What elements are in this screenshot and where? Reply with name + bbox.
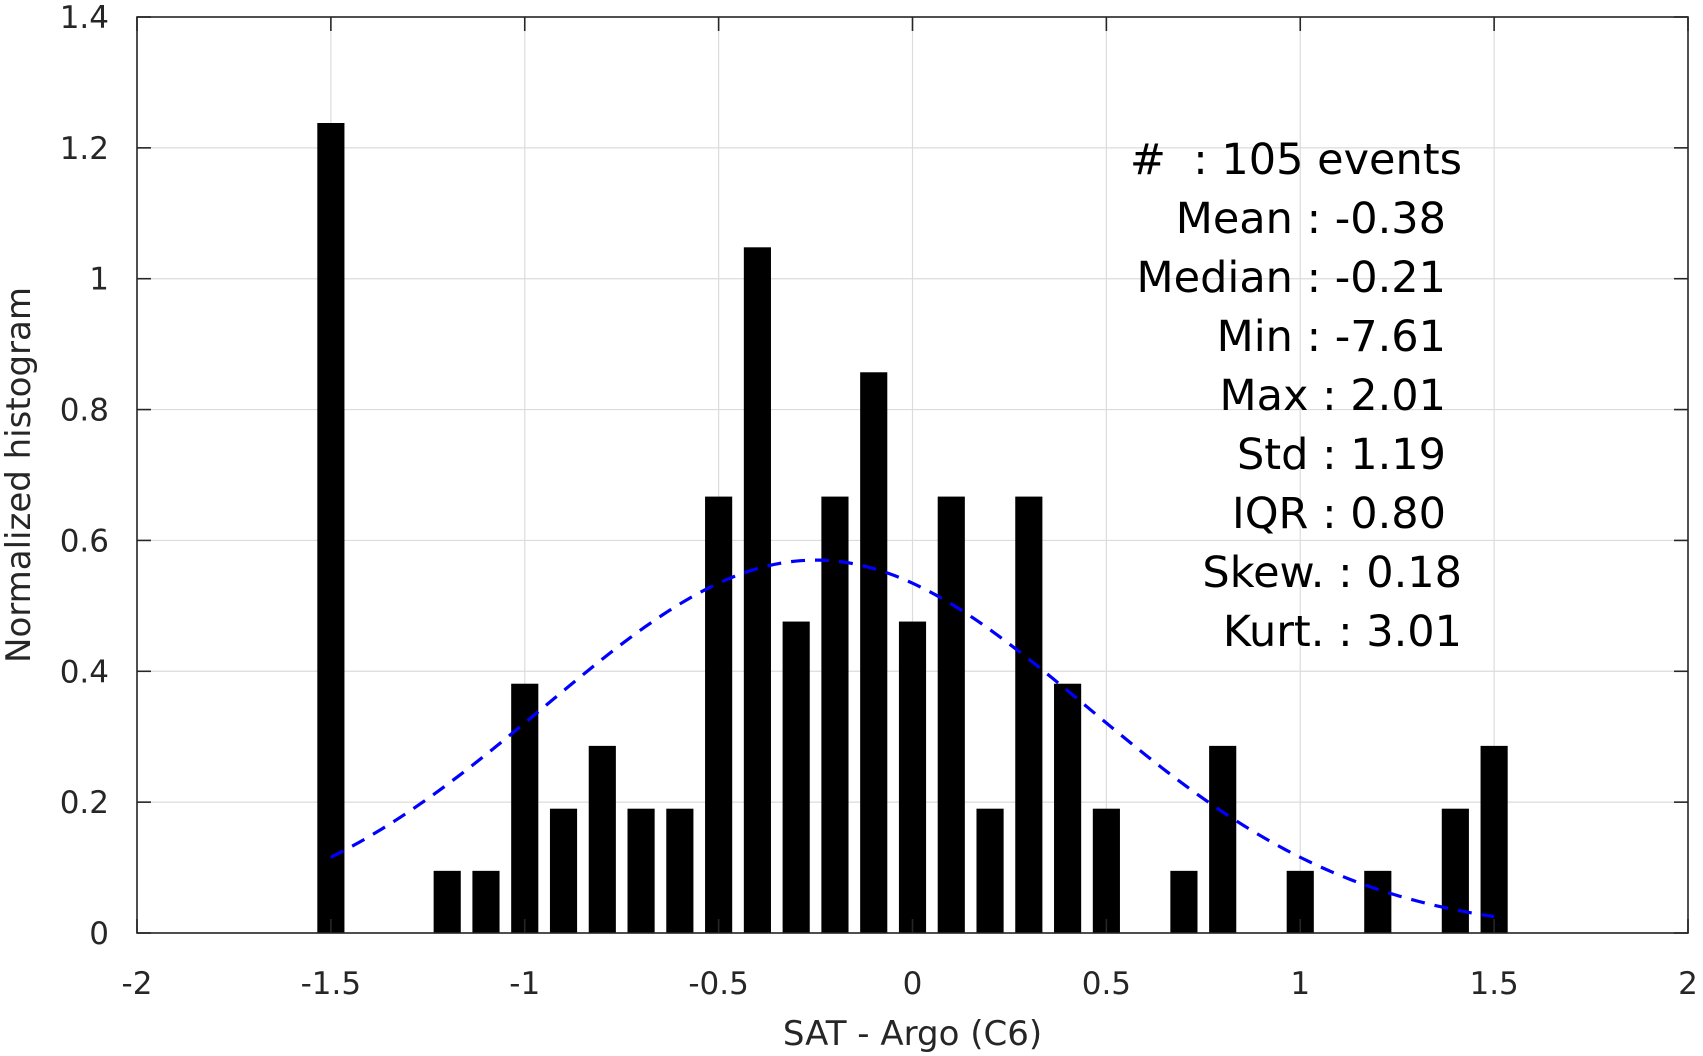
stats-line-5: Std : 1.19 — [1237, 430, 1446, 480]
histogram-bar-4 — [549, 808, 578, 933]
y-tick-label-6: 1.2 — [60, 131, 109, 167]
x-tick-label-1: -1.5 — [301, 966, 362, 1002]
statistics-annotation: # : 105 events Mean : -0.38 Median : -0.21… — [1130, 135, 1462, 657]
histogram-bar-7 — [666, 808, 694, 933]
histogram-bar-8 — [705, 496, 733, 933]
y-tick-label-5: 1 — [89, 262, 109, 298]
stats-line-3: Min : -7.61 — [1217, 312, 1446, 362]
x-tick-label-3: -0.5 — [688, 966, 749, 1002]
stats-line-8: Kurt. : 3.01 — [1223, 607, 1462, 657]
y-tick-label-2: 0.4 — [60, 654, 109, 690]
y-tick-label-1: 0.2 — [60, 785, 109, 821]
histogram-bar-18 — [1092, 808, 1120, 933]
histogram-bar-22 — [1364, 870, 1392, 933]
stats-line-7: Skew. : 0.18 — [1202, 548, 1462, 598]
histogram-bar-0 — [317, 122, 345, 934]
x-tick-label-5: 0.5 — [1082, 966, 1131, 1002]
histogram-bar-10 — [782, 621, 810, 933]
stats-line-2: Median : -0.21 — [1137, 253, 1446, 303]
histogram-bar-24 — [1480, 745, 1508, 933]
histogram-bar-11 — [821, 496, 849, 933]
x-tick-label-6: 1 — [1290, 966, 1310, 1002]
histogram-bar-23 — [1441, 808, 1469, 933]
stats-line-4: Max : 2.01 — [1220, 371, 1446, 421]
histogram-bar-19 — [1170, 870, 1198, 933]
y-tick-label-4: 0.8 — [60, 393, 109, 429]
y-axis-label: Normalized histogram — [0, 287, 39, 663]
histogram-bar-17 — [1054, 683, 1082, 933]
y-tick-label-3: 0.6 — [60, 523, 109, 559]
histogram-bars — [317, 122, 1508, 934]
x-tick-label-7: 1.5 — [1469, 966, 1518, 1002]
normal-fit-curve — [330, 558, 1495, 919]
histogram-bar-2 — [472, 870, 500, 933]
stats-line-1: Mean : -0.38 — [1176, 194, 1446, 244]
x-tick-label-8: 2 — [1678, 966, 1698, 1002]
histogram-bar-13 — [898, 621, 927, 933]
stats-line-0: # : 105 events — [1130, 135, 1462, 185]
y-tick-label-0: 0 — [89, 916, 109, 952]
histogram-bar-3 — [511, 683, 539, 933]
histogram-bar-1 — [433, 870, 461, 933]
histogram-bar-5 — [588, 745, 616, 933]
x-tick-label-0: -2 — [122, 966, 153, 1002]
histogram-bar-9 — [743, 247, 771, 933]
x-axis-label: SAT - Argo (C6) — [783, 1014, 1042, 1054]
histogram-bar-16 — [1015, 496, 1043, 933]
x-tick-label-2: -1 — [509, 966, 540, 1002]
x-tick-label-4: 0 — [903, 966, 923, 1002]
axis-ticks — [136, 16, 1689, 934]
y-tick-label-7: 1.4 — [60, 0, 109, 36]
histogram-bar-14 — [937, 496, 965, 933]
stats-line-6: IQR : 0.80 — [1232, 489, 1446, 539]
y-tick-labels: 0 0.2 0.4 0.6 0.8 1 1.2 1.4 — [60, 0, 109, 952]
histogram-bar-15 — [976, 808, 1004, 933]
histogram-bar-12 — [860, 372, 888, 934]
x-tick-labels: -2 -1.5 -1 -0.5 0 0.5 1 1.5 2 — [122, 966, 1698, 1002]
histogram-bar-20 — [1209, 745, 1237, 933]
histogram-bar-6 — [627, 808, 655, 933]
